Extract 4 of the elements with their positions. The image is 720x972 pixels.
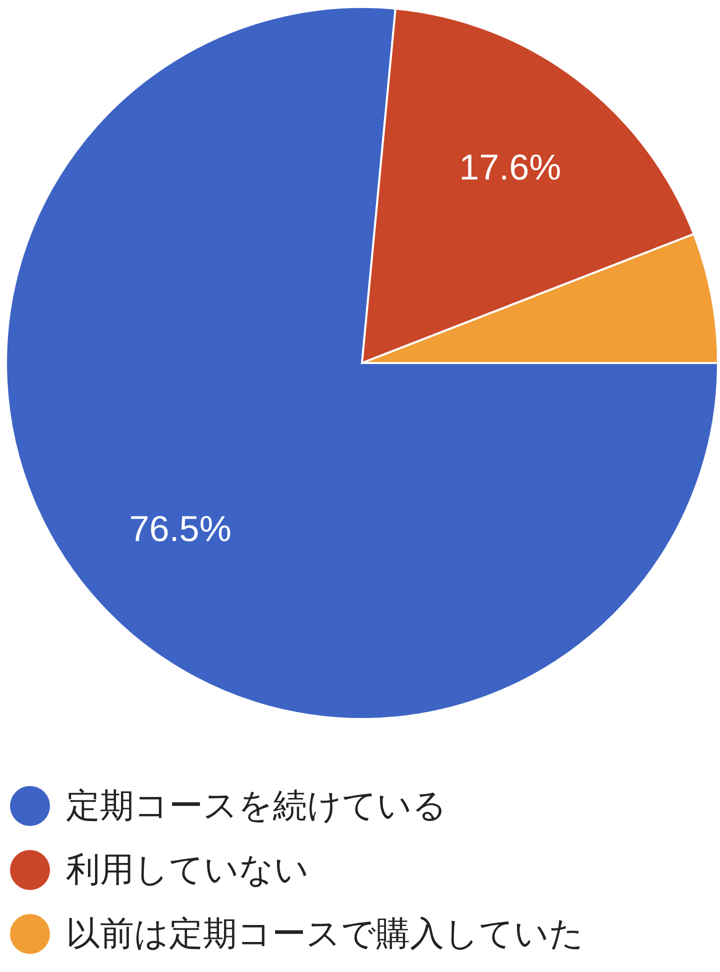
data-label: 17.6% [459,146,562,188]
data-label: 76.5% [129,508,232,549]
slice-label: 定期コースを続けている [66,787,447,825]
legend-label: 利用していない [66,851,309,889]
